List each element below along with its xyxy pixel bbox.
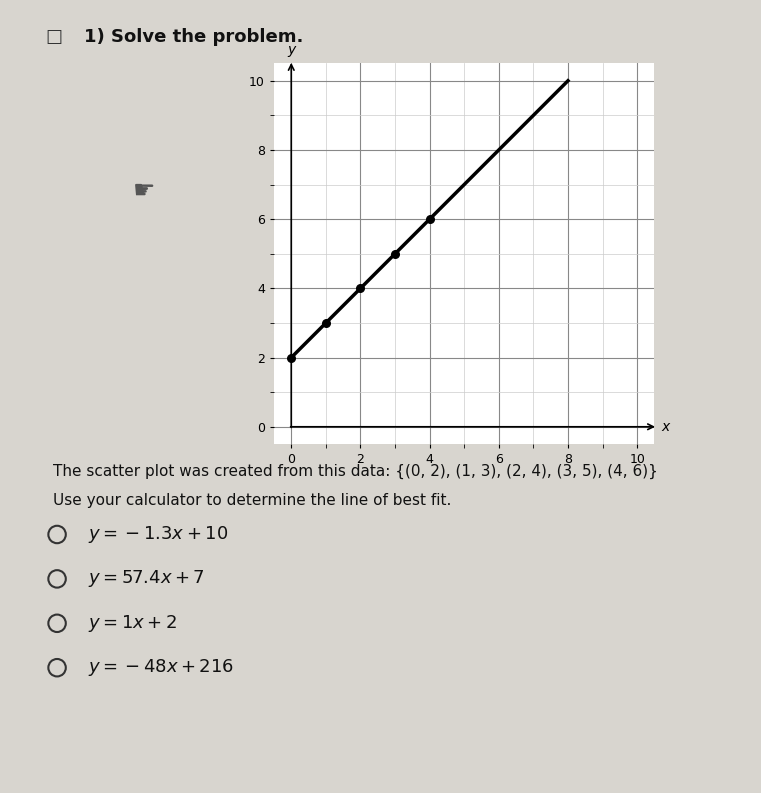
Text: □: □ xyxy=(46,28,62,46)
Text: x: x xyxy=(661,419,670,434)
Text: $y = -1.3x + 10$: $y = -1.3x + 10$ xyxy=(88,524,228,545)
Point xyxy=(355,282,367,295)
Text: Use your calculator to determine the line of best fit.: Use your calculator to determine the lin… xyxy=(53,493,451,508)
Point xyxy=(320,316,332,329)
Text: y: y xyxy=(287,43,295,56)
Point xyxy=(424,213,436,225)
Point xyxy=(285,351,298,364)
Text: $y = -48x + 216$: $y = -48x + 216$ xyxy=(88,657,234,678)
Text: 1) Solve the problem.: 1) Solve the problem. xyxy=(84,28,303,46)
Text: ☛: ☛ xyxy=(133,178,156,202)
Text: The scatter plot was created from this data: {(0, 2), (1, 3), (2, 4), (3, 5), (4: The scatter plot was created from this d… xyxy=(53,464,658,479)
Text: $y = 1x + 2$: $y = 1x + 2$ xyxy=(88,613,177,634)
Point xyxy=(389,247,401,260)
Text: $y = 57.4x + 7$: $y = 57.4x + 7$ xyxy=(88,569,204,589)
